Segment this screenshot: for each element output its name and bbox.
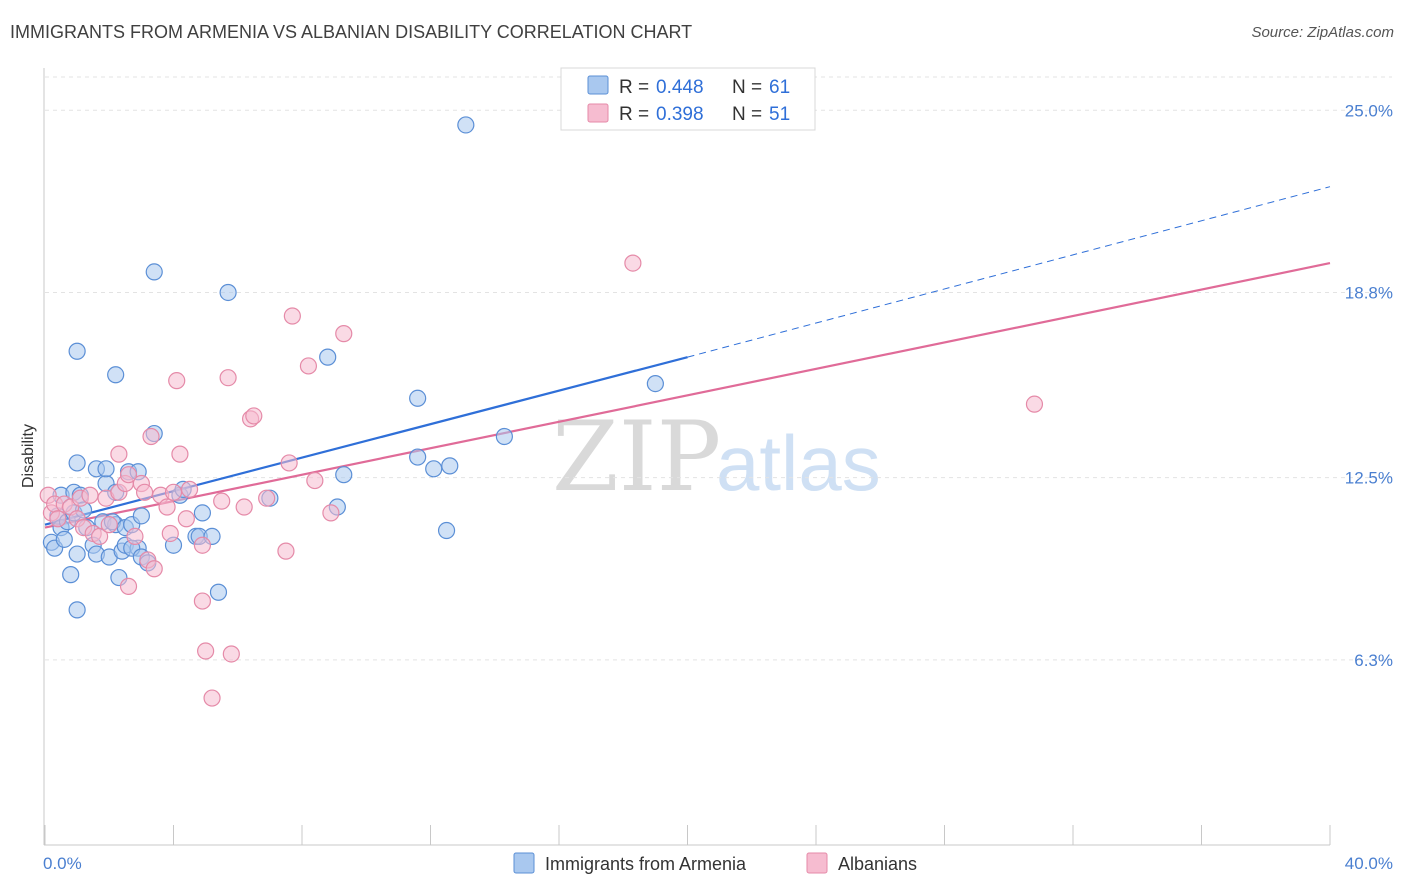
armenia-point-55 <box>409 389 427 407</box>
armenia-point-37 <box>132 507 150 525</box>
armenia-point-7 <box>62 566 80 584</box>
albanian-point-34 <box>193 536 212 554</box>
bottom-legend: Immigrants from Armenia Albanians <box>513 852 917 874</box>
legend-swatch-pink <box>587 103 609 123</box>
albanian-point-30 <box>171 445 189 463</box>
bottom-legend-label-albanians: Albanians <box>838 854 917 874</box>
albanian-point-18 <box>119 577 138 595</box>
armenia-point-62 <box>646 374 664 393</box>
albanian-point-15 <box>110 445 128 463</box>
bottom-legend-swatch-armenia <box>513 852 535 874</box>
legend-r-label-pink: R = <box>619 104 649 125</box>
legend-r-value-pink: 0.398 <box>656 104 704 125</box>
albanian-point-29 <box>168 372 186 390</box>
albanian-point-19 <box>126 527 144 546</box>
armenia-point-56 <box>409 448 427 466</box>
armenia-point-50 <box>219 283 237 302</box>
albanian-point-42 <box>245 407 263 425</box>
albanian-point-11 <box>91 527 109 546</box>
albanian-point-31 <box>177 510 195 528</box>
albanian-point-52 <box>1025 395 1044 413</box>
source-label: Source: ZipAtlas.com <box>1251 24 1394 41</box>
y-axis-label: Disability <box>20 424 37 488</box>
armenia-point-61 <box>457 116 475 134</box>
data-points <box>39 116 1044 707</box>
albanian-point-17 <box>119 466 138 484</box>
albanian-point-9 <box>81 486 99 504</box>
trend-line-armenia <box>44 356 688 526</box>
armenia-point-22 <box>97 460 115 478</box>
series-1-points <box>39 254 1044 707</box>
watermark-zip: ZIP <box>552 401 721 513</box>
top-legend: R = 0.448 N = 61 R = 0.398 N = 51 <box>560 67 816 131</box>
armenia-point-41 <box>145 263 163 281</box>
legend-n-label-blue: N = <box>732 77 762 98</box>
albanian-point-3 <box>49 510 67 528</box>
albanian-point-33 <box>193 592 212 610</box>
armenia-point-54 <box>335 466 353 484</box>
albanian-point-26 <box>158 498 176 516</box>
armenia-point-49 <box>209 583 228 601</box>
legend-n-label-pink: N = <box>732 104 762 125</box>
albanian-point-13 <box>100 516 118 534</box>
x-tick-label-min: 0.0% <box>43 854 82 873</box>
trend-lines <box>44 186 1331 529</box>
armenia-point-57 <box>425 460 443 478</box>
trend-line-albanians <box>44 262 1331 529</box>
albanian-point-23 <box>142 427 160 446</box>
albanian-point-50 <box>335 325 353 343</box>
albanian-point-27 <box>161 524 179 543</box>
armenia-point-16 <box>68 342 86 360</box>
albanian-point-46 <box>283 307 301 325</box>
y-tick-label-18-8: 18.8% <box>1345 283 1393 302</box>
armenia-point-14 <box>68 545 86 563</box>
y-tick-label-25-0: 25.0% <box>1345 101 1393 120</box>
y-tick-label-12-5: 12.5% <box>1345 469 1393 488</box>
armenia-point-15 <box>68 601 86 619</box>
albanian-point-48 <box>306 471 324 490</box>
legend-n-value-blue: 61 <box>769 77 790 98</box>
albanian-point-45 <box>280 454 298 472</box>
grid <box>45 76 1392 661</box>
albanian-point-38 <box>219 369 237 387</box>
albanian-point-40 <box>235 498 253 516</box>
albanian-point-37 <box>213 492 231 510</box>
albanian-point-32 <box>180 480 199 498</box>
albanian-point-39 <box>222 645 240 663</box>
armenia-point-59 <box>437 521 456 540</box>
y-tick-label-6-3: 6.3% <box>1354 651 1393 670</box>
albanian-point-21 <box>135 483 154 501</box>
albanian-point-24 <box>145 560 163 578</box>
legend-n-value-pink: 51 <box>769 104 790 125</box>
bottom-legend-swatch-albanians <box>806 852 828 874</box>
armenia-point-30 <box>107 366 125 384</box>
armenia-point-47 <box>193 504 212 522</box>
legend-swatch-blue <box>587 75 609 95</box>
axes <box>43 68 1331 846</box>
x-tick-label-max: 40.0% <box>1345 854 1393 873</box>
bottom-legend-label-armenia: Immigrants from Armenia <box>545 854 747 874</box>
legend-r-label-blue: R = <box>619 77 649 98</box>
armenia-point-5 <box>55 530 73 548</box>
albanian-point-49 <box>322 504 340 522</box>
trend-line-armenia-extension <box>687 186 1331 358</box>
legend-r-value-blue: 0.448 <box>656 77 704 98</box>
armenia-point-58 <box>441 457 459 475</box>
albanian-point-36 <box>203 689 221 707</box>
albanian-point-51 <box>624 254 642 272</box>
albanian-point-43 <box>258 489 276 507</box>
armenia-point-60 <box>495 427 513 446</box>
armenia-point-10 <box>68 454 86 472</box>
armenia-point-52 <box>319 348 337 366</box>
albanian-point-47 <box>299 357 318 375</box>
watermark-atlas: atlas <box>716 419 881 507</box>
albanian-point-44 <box>277 542 295 560</box>
albanian-point-28 <box>164 483 183 501</box>
chart-title: IMMIGRANTS FROM ARMENIA VS ALBANIAN DISA… <box>10 22 693 42</box>
albanian-point-35 <box>197 642 215 660</box>
